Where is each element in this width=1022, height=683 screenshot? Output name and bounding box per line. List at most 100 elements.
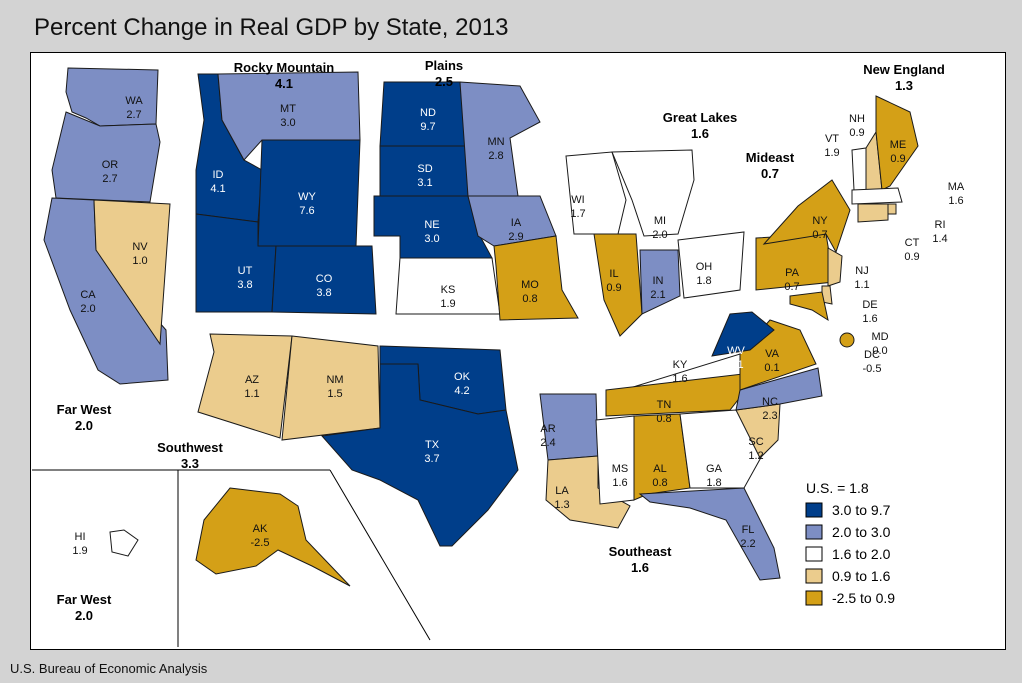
state-value-nv: 1.0 xyxy=(132,255,147,267)
state-value-tx: 3.7 xyxy=(424,453,439,465)
state-label-ut: UT xyxy=(238,265,253,277)
region-value: 1.6 xyxy=(691,126,709,141)
state-oh[interactable] xyxy=(677,231,745,299)
state-value-oh: 1.8 xyxy=(696,275,711,287)
state-value-ky: 1.6 xyxy=(672,373,687,385)
state-label-vt: VT xyxy=(825,133,839,145)
state-label-wy: WY xyxy=(298,191,316,203)
state-value-va: 0.1 xyxy=(764,362,779,374)
inset-border-diagonal xyxy=(329,469,431,641)
state-nj[interactable] xyxy=(827,247,843,287)
state-ms[interactable] xyxy=(595,415,635,505)
state-value-ia: 2.9 xyxy=(508,231,523,243)
legend-label: 3.0 to 9.7 xyxy=(832,502,891,518)
state-in[interactable] xyxy=(639,249,681,315)
state-ga[interactable] xyxy=(679,409,765,489)
state-ma[interactable] xyxy=(851,187,903,205)
state-label-ri: RI xyxy=(935,219,946,231)
state-label-de: DE xyxy=(862,299,877,311)
state-label-wv: WV xyxy=(727,345,745,357)
state-value-ct: 0.9 xyxy=(904,251,919,263)
state-label-nv: NV xyxy=(132,241,148,253)
state-value-de: 1.6 xyxy=(862,313,877,325)
state-fl[interactable] xyxy=(638,487,781,581)
state-label-ar: AR xyxy=(540,423,555,435)
legend-swatch xyxy=(805,502,823,518)
state-az[interactable] xyxy=(197,333,293,439)
state-label-ne: NE xyxy=(424,219,439,231)
state-il[interactable] xyxy=(593,233,643,337)
state-vt[interactable] xyxy=(851,147,867,191)
state-dc[interactable] xyxy=(839,332,855,348)
state-value-id: 4.1 xyxy=(210,183,225,195)
state-label-ms: MS xyxy=(612,463,629,475)
region-name: Rocky Mountain xyxy=(234,60,334,75)
state-value-or: 2.7 xyxy=(102,173,117,185)
region-name: Far West xyxy=(57,592,112,607)
state-value-il: 0.9 xyxy=(606,282,621,294)
state-label-or: OR xyxy=(102,159,119,171)
state-ny[interactable] xyxy=(762,179,851,254)
state-me[interactable] xyxy=(875,95,919,191)
state-value-vt: 1.9 xyxy=(824,147,839,159)
legend-label: 1.6 to 2.0 xyxy=(832,546,891,562)
state-value-wv: 5.1 xyxy=(728,359,743,371)
state-value-ca: 2.0 xyxy=(80,303,95,315)
legend: U.S. = 1.8 3.0 to 9.7 2.0 to 3.0 1.6 to 2.… xyxy=(805,480,895,606)
state-nc[interactable] xyxy=(735,367,823,411)
region-value: 1.3 xyxy=(895,78,913,93)
state-value-tn: 0.8 xyxy=(656,413,671,425)
state-value-me: 0.9 xyxy=(890,153,905,165)
state-tx[interactable] xyxy=(321,363,519,547)
state-value-in: 2.1 xyxy=(650,289,665,301)
state-co[interactable] xyxy=(271,245,377,315)
state-value-sc: 1.2 xyxy=(748,450,763,462)
state-wv[interactable] xyxy=(711,311,775,357)
state-ri[interactable] xyxy=(887,203,897,215)
state-label-az: AZ xyxy=(245,374,259,386)
state-value-md: 0.0 xyxy=(872,345,887,357)
state-value-ut: 3.8 xyxy=(237,279,252,291)
state-md[interactable] xyxy=(789,291,829,322)
state-label-fl: FL xyxy=(742,524,755,536)
state-al[interactable] xyxy=(633,413,691,501)
state-value-mt: 3.0 xyxy=(280,117,295,129)
state-label-hi: HI xyxy=(75,531,86,543)
state-label-tx: TX xyxy=(425,439,440,451)
state-label-dc: DC xyxy=(864,349,880,361)
region-value: 4.1 xyxy=(275,76,293,91)
source-credit: U.S. Bureau of Economic Analysis xyxy=(10,661,208,676)
state-hi[interactable] xyxy=(109,529,139,557)
state-ct[interactable] xyxy=(857,203,889,223)
state-value-ny: 0.7 xyxy=(812,229,827,241)
state-label-sd: SD xyxy=(417,163,432,175)
state-wi[interactable] xyxy=(565,151,627,235)
region-name: Plains xyxy=(425,58,463,73)
state-value-mn: 2.8 xyxy=(488,150,503,162)
state-mi[interactable] xyxy=(611,149,695,237)
state-value-pa: 0.7 xyxy=(784,281,799,293)
state-wa[interactable] xyxy=(65,67,159,127)
state-label-ks: KS xyxy=(441,284,456,296)
state-label-va: VA xyxy=(765,348,780,360)
state-label-al: AL xyxy=(653,463,666,475)
state-label-oh: OH xyxy=(696,261,713,273)
state-ak[interactable] xyxy=(195,487,351,587)
state-value-la: 1.3 xyxy=(554,499,569,511)
state-label-id: ID xyxy=(213,169,224,181)
state-or[interactable] xyxy=(51,111,161,203)
legend-label: 2.0 to 3.0 xyxy=(832,524,891,540)
state-value-hi: 1.9 xyxy=(72,545,87,557)
state-label-nm: NM xyxy=(326,374,343,386)
state-value-ga: 1.8 xyxy=(706,477,721,489)
state-value-wy: 7.6 xyxy=(299,205,314,217)
state-nv[interactable] xyxy=(93,199,171,346)
region-value: 1.6 xyxy=(631,560,649,575)
state-value-nj: 1.1 xyxy=(854,279,869,291)
state-label-mo: MO xyxy=(521,279,539,291)
state-value-sd: 3.1 xyxy=(417,177,432,189)
state-value-mi: 2.0 xyxy=(652,229,667,241)
region-value: 0.7 xyxy=(761,166,779,181)
state-mo[interactable] xyxy=(493,235,579,321)
state-value-co: 3.8 xyxy=(316,287,331,299)
